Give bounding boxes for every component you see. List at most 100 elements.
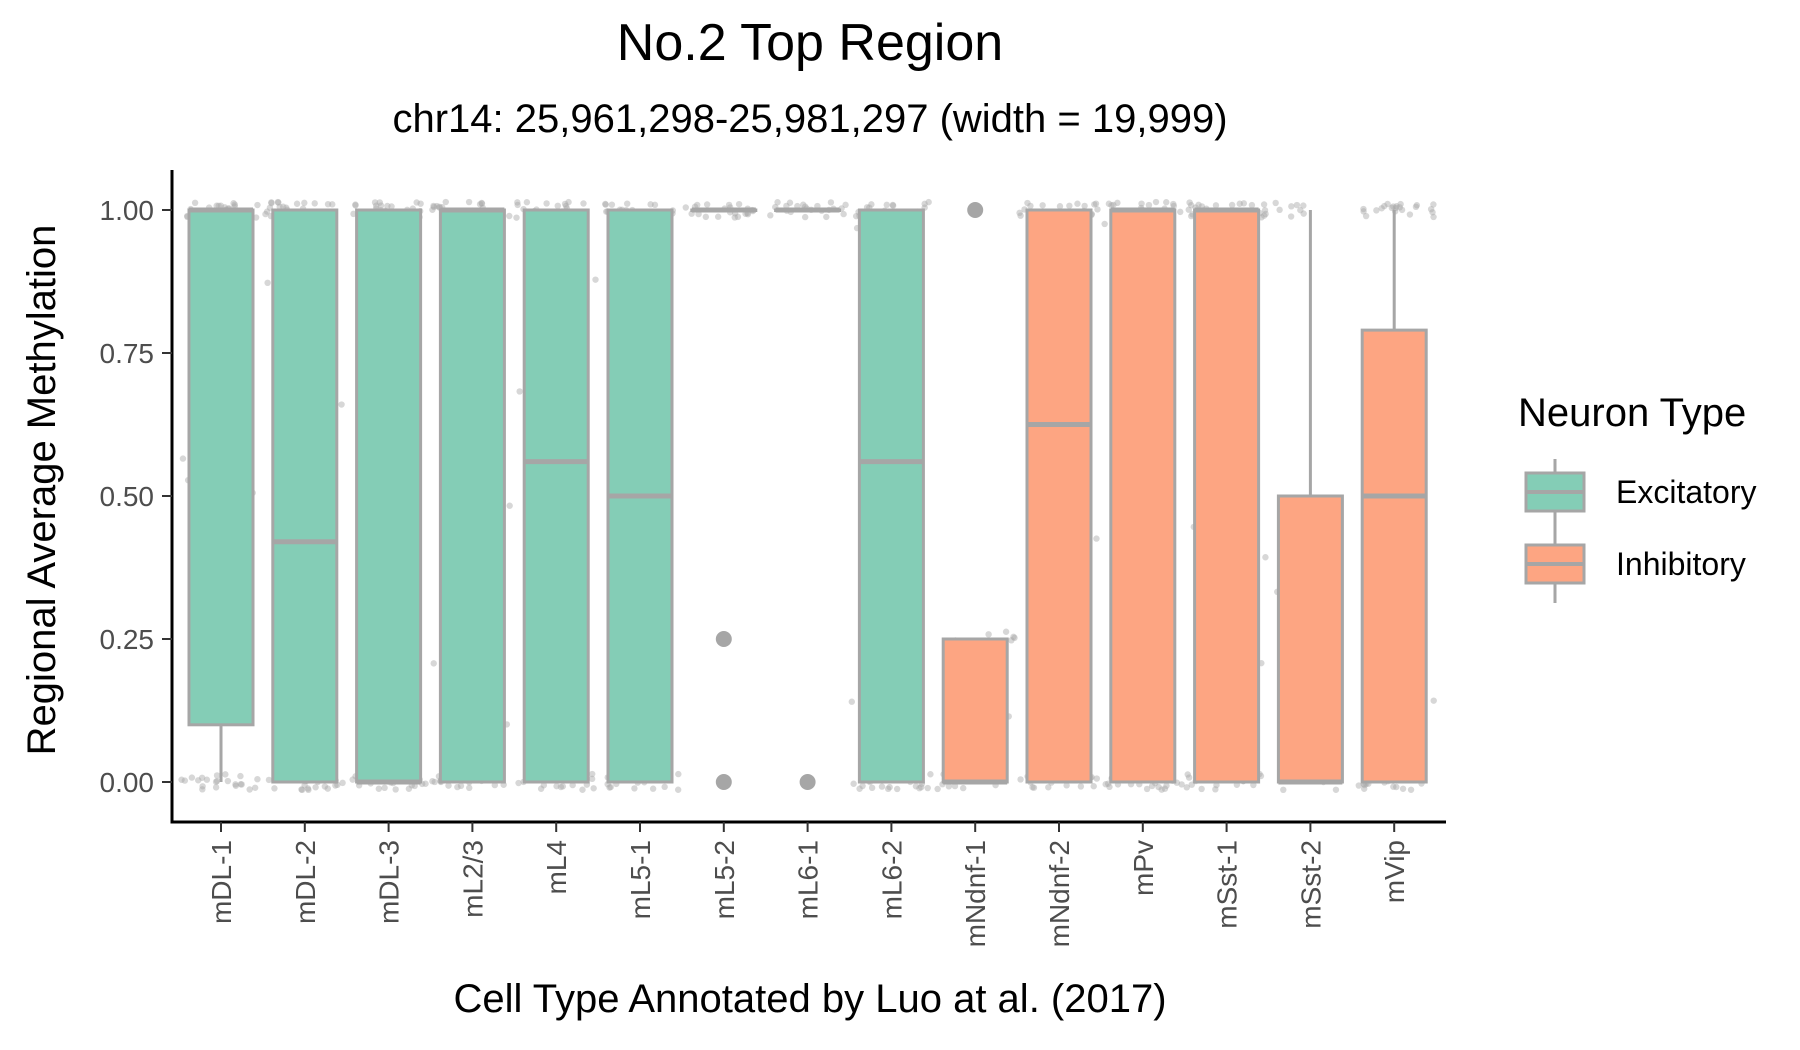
jitter-point <box>1381 202 1388 210</box>
x-tick-label: mNdnf-1 <box>960 840 991 947</box>
jitter-point <box>381 784 388 792</box>
chart-subtitle: chr14: 25,961,298-25,981,297 (width = 19… <box>392 97 1227 141</box>
jitter-point <box>694 201 701 209</box>
jitter-point <box>301 199 308 207</box>
jitter-point <box>553 782 560 790</box>
jitter-point <box>1272 199 1279 207</box>
jitter-point <box>1228 201 1236 209</box>
jitter-point <box>1398 206 1406 214</box>
jitter-point <box>602 201 609 208</box>
jitter-point <box>514 199 521 206</box>
jitter-point <box>1066 202 1073 209</box>
jitter-point <box>1276 206 1283 214</box>
jitter-point <box>1392 204 1400 212</box>
box-mL2/3 <box>438 208 506 784</box>
jitter-point <box>413 199 420 206</box>
legend: Neuron Type Excitatory Inhibitory <box>1518 391 1756 603</box>
jitter-point <box>371 199 379 206</box>
jitter-point <box>1412 203 1420 211</box>
jitter-point <box>466 784 473 792</box>
jitter-point <box>237 781 244 788</box>
jitter-point <box>1297 206 1304 214</box>
jitter-point <box>1094 206 1101 213</box>
jitter-point <box>1008 637 1015 644</box>
jitter-point <box>1091 201 1098 208</box>
jitter-point <box>1183 784 1190 791</box>
jitter-point <box>457 782 465 790</box>
jitter-point <box>304 785 312 792</box>
jitter-point <box>1155 783 1162 791</box>
jitter-point <box>1090 783 1097 790</box>
jitter-point <box>1102 781 1109 788</box>
jitter-point <box>607 783 614 791</box>
box-mVip <box>1360 328 1428 784</box>
jitter-point <box>199 783 206 790</box>
jitter-point <box>1212 786 1219 793</box>
jitter-point <box>893 785 901 793</box>
jitter-point <box>1145 201 1153 209</box>
y-tick-label: 1.00 <box>100 195 155 226</box>
jitter-point <box>178 776 185 783</box>
jitter-point <box>917 783 925 791</box>
jitter-point <box>1138 200 1145 207</box>
jitter-point <box>934 785 941 793</box>
jitter-point <box>339 779 346 787</box>
jitter-point <box>338 401 345 408</box>
x-tick-label: mPv <box>1128 840 1159 896</box>
jitter-point <box>1430 213 1437 221</box>
jitter-point <box>1163 199 1170 206</box>
jitter-point <box>224 777 232 785</box>
jitter-point <box>251 784 259 791</box>
x-tick-label: mL5-1 <box>625 840 656 919</box>
jitter-point <box>889 201 896 209</box>
jitter-point <box>924 784 931 792</box>
jitter-point <box>767 212 774 219</box>
jitter-point <box>431 778 438 786</box>
jitter-point <box>212 784 220 791</box>
y-tick-label: 0.00 <box>100 767 155 798</box>
jitter-point <box>1093 535 1100 542</box>
jitter-point <box>213 772 221 779</box>
jitter-point <box>191 199 199 207</box>
jitter-point <box>823 213 830 221</box>
jitter-point <box>725 201 733 209</box>
jitter-point <box>886 783 893 791</box>
chart-title: No.2 Top Region <box>617 14 1003 72</box>
jitter-point <box>429 206 436 213</box>
jitter-point <box>559 783 567 790</box>
jitter-point <box>735 200 743 208</box>
jitter-point <box>1016 209 1023 217</box>
jitter-point <box>181 777 189 784</box>
jitter-point <box>1158 786 1165 793</box>
jitter-point <box>606 784 613 791</box>
jitter-point <box>588 770 596 778</box>
jitter-point <box>1093 775 1100 782</box>
y-tick-label: 0.50 <box>100 481 155 512</box>
jitter-point <box>1063 782 1070 789</box>
jitter-point <box>1177 208 1184 216</box>
jitter-point <box>280 203 287 210</box>
jitter-point <box>1390 783 1397 790</box>
jitter-point <box>478 200 486 207</box>
jitter-point <box>212 778 220 786</box>
box-mPv <box>1109 208 1177 784</box>
jitter-point <box>1030 784 1038 791</box>
jitter-point <box>1056 203 1064 210</box>
jitter-point <box>868 784 876 792</box>
box-mNdnf-1 <box>941 637 1009 784</box>
jitter-point <box>422 780 429 787</box>
jitter-point <box>1393 783 1400 791</box>
jitter-point <box>925 198 932 206</box>
outlier-point <box>715 631 732 647</box>
jitter-point <box>246 786 253 793</box>
jitter-point <box>1430 201 1437 208</box>
jitter-point <box>682 204 689 211</box>
jitter-point <box>1262 554 1269 561</box>
jitter-point <box>215 202 222 209</box>
jitter-point <box>324 200 332 208</box>
jitter-point <box>1390 203 1397 210</box>
jitter-point <box>238 781 245 788</box>
jitter-point <box>1011 634 1018 642</box>
x-tick-label: mDL-3 <box>374 840 405 924</box>
jitter-point <box>445 782 452 789</box>
